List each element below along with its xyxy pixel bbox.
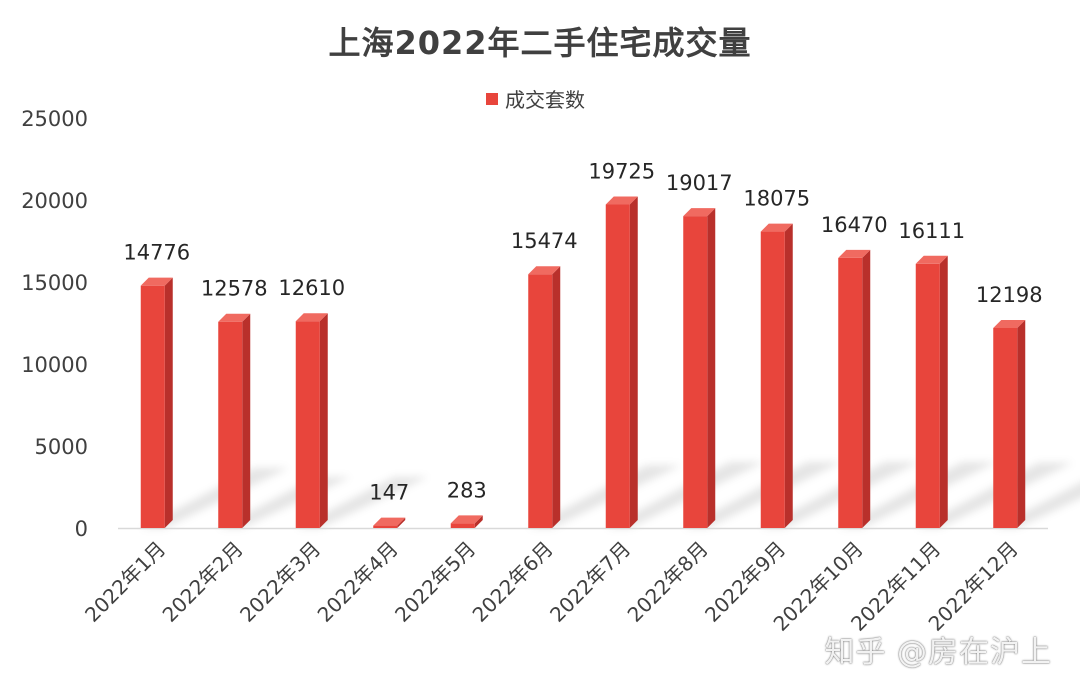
- bar-side: [862, 249, 871, 528]
- bar-top: [993, 319, 1026, 328]
- legend-swatch: [486, 92, 498, 105]
- data-label: 283: [447, 478, 487, 502]
- y-tick-label: 15000: [21, 271, 88, 295]
- data-label: 147: [369, 481, 409, 505]
- bar: [140, 285, 165, 528]
- data-label: 14776: [123, 241, 190, 265]
- x-tick-label: 2022年5月: [390, 537, 480, 627]
- bar: [295, 321, 320, 528]
- bar-shadow: [993, 483, 1080, 528]
- bar-side: [319, 313, 328, 528]
- bar: [760, 231, 785, 528]
- data-label: 18075: [743, 187, 810, 211]
- bar-shadow: [528, 465, 681, 528]
- bar: [838, 257, 863, 528]
- bar: [993, 327, 1018, 528]
- bar: [915, 263, 940, 528]
- x-tick-label: 2022年8月: [623, 537, 713, 627]
- x-tick-label: 2022年7月: [545, 537, 635, 627]
- bar-side: [164, 277, 173, 528]
- data-label: 19725: [588, 160, 655, 184]
- bar-top: [140, 277, 173, 286]
- bar-top: [218, 313, 251, 322]
- x-tick-label: 2022年6月: [468, 537, 558, 627]
- bar-top: [528, 266, 561, 275]
- bar-top: [295, 313, 328, 322]
- legend-label: 成交套数: [505, 88, 585, 112]
- data-label: 19017: [666, 171, 733, 195]
- data-label: 15474: [511, 229, 578, 253]
- bar: [528, 274, 553, 528]
- bar-shadow: [140, 468, 289, 528]
- bar-side: [474, 515, 483, 528]
- bar-side: [397, 517, 406, 528]
- bar: [605, 204, 630, 528]
- bar-side: [784, 223, 793, 528]
- data-label: 12610: [278, 276, 345, 300]
- bar: [218, 321, 243, 528]
- data-label: 12578: [201, 277, 268, 301]
- data-label: 16111: [898, 219, 965, 243]
- bar: [683, 216, 708, 528]
- bar-top: [373, 517, 406, 526]
- data-label: 12198: [976, 283, 1043, 307]
- x-tick-label: 2022年2月: [158, 537, 248, 627]
- legend: 成交套数: [486, 84, 585, 113]
- bar-top: [605, 196, 638, 205]
- y-tick-label: 10000: [21, 353, 88, 377]
- bar-top: [915, 255, 948, 264]
- y-tick-label: 25000: [21, 107, 88, 131]
- x-tick-label: 2022年4月: [313, 537, 403, 627]
- bar-side: [939, 255, 948, 528]
- bar-side: [1017, 319, 1026, 528]
- y-tick-label: 5000: [35, 435, 88, 459]
- y-tick-label: 20000: [21, 189, 88, 213]
- bar-top: [838, 249, 871, 258]
- bar-side: [242, 313, 251, 528]
- bar-side: [552, 266, 561, 528]
- bar-top: [450, 515, 483, 524]
- chart-title: 上海2022年二手住宅成交量: [328, 24, 752, 62]
- bar-shadow: [295, 476, 429, 528]
- bar: [373, 525, 398, 528]
- bar-side: [707, 208, 716, 528]
- y-tick-label: 0: [75, 517, 88, 541]
- x-tick-label: 2022年1月: [80, 537, 170, 627]
- x-tick-label: 2022年3月: [235, 537, 325, 627]
- bar-top: [683, 208, 716, 217]
- bar-side: [629, 196, 638, 528]
- bar: [450, 523, 475, 528]
- watermark: 知乎 @房在沪上: [824, 635, 1052, 670]
- data-label: 16470: [821, 213, 888, 237]
- bar-top: [760, 223, 793, 232]
